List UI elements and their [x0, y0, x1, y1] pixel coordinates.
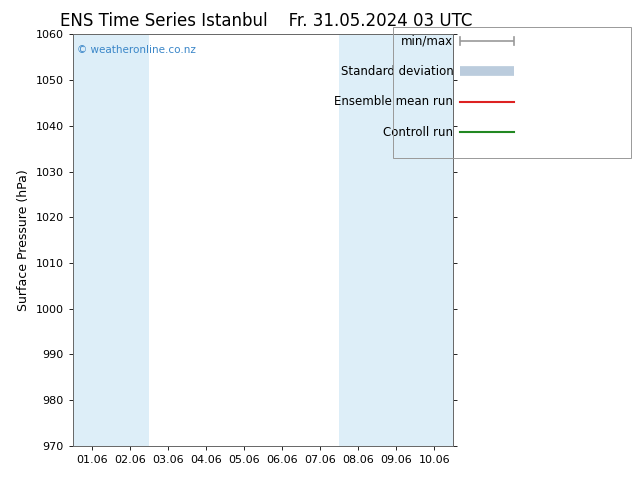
Y-axis label: Surface Pressure (hPa): Surface Pressure (hPa): [17, 169, 30, 311]
Text: Controll run: Controll run: [384, 125, 453, 139]
Text: Ensemble mean run: Ensemble mean run: [335, 95, 453, 108]
Bar: [377, 34, 415, 446]
Text: ENS Time Series Istanbul    Fr. 31.05.2024 03 UTC: ENS Time Series Istanbul Fr. 31.05.2024 …: [60, 12, 472, 30]
Bar: [111, 34, 149, 446]
Text: min/max: min/max: [401, 34, 453, 48]
Text: © weatheronline.co.nz: © weatheronline.co.nz: [77, 45, 195, 54]
Bar: [73, 34, 111, 446]
Text: Standard deviation: Standard deviation: [340, 65, 453, 78]
Bar: [415, 34, 453, 446]
Bar: [339, 34, 377, 446]
